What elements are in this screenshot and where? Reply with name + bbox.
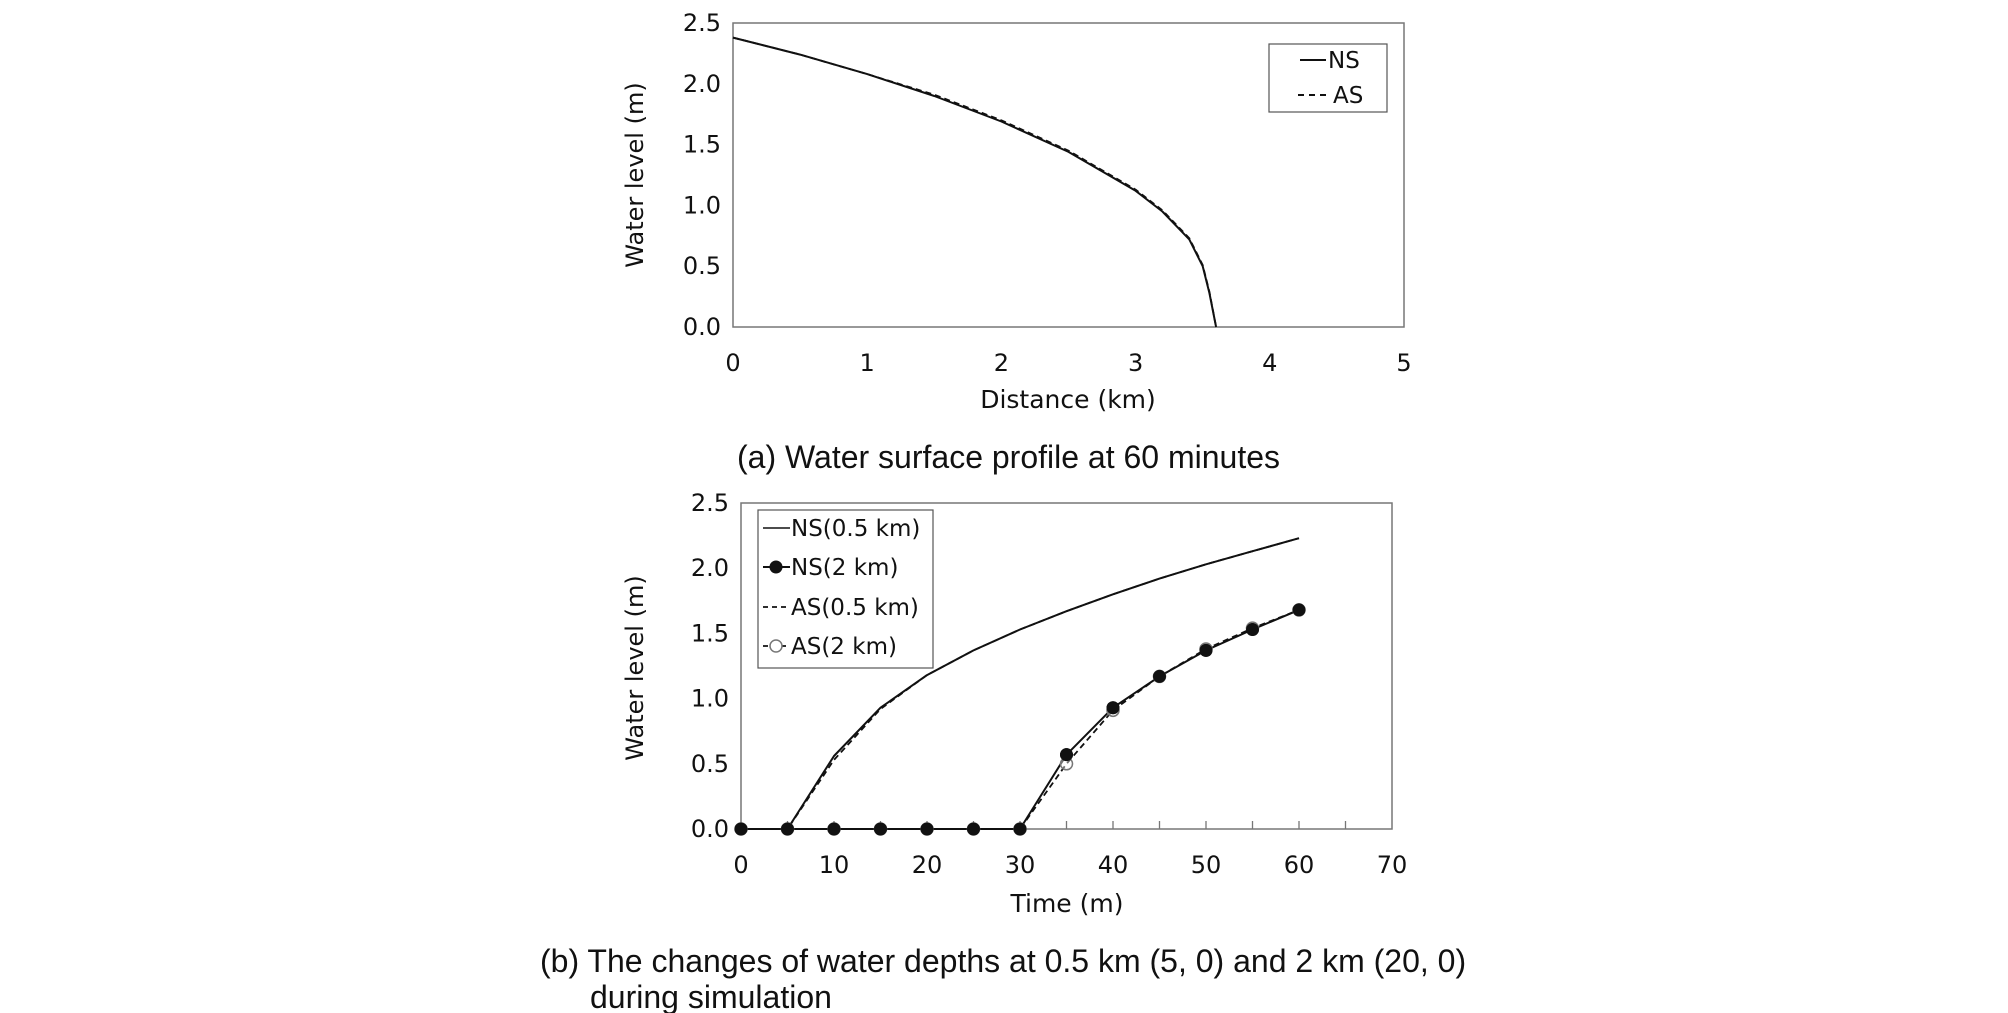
data-point [781,822,794,836]
x-axis-label-b: Time (m) [1010,889,1124,918]
y-tick-label: 0.5 [691,750,729,778]
y-tick-labels-b: 0.0 0.5 1.0 1.5 2.0 2.5 [691,489,729,843]
x-tick-label: 0 [733,851,748,879]
plot-frame-a [732,22,1405,328]
x-tick-labels-b: 0 10 20 30 40 50 60 70 [733,851,1407,879]
y-tick-label: 1.5 [691,619,729,647]
x-tick-label: 4 [1262,349,1277,377]
legend-label-as-2: AS(2 km) [791,634,897,660]
data-point [827,822,841,836]
x-tick-label: 40 [1098,851,1129,879]
y-tick-label: 1.0 [683,191,721,219]
data-point [1153,669,1166,683]
legend-box-b [757,509,934,669]
x-axis-label-a: Distance (km) [980,385,1156,414]
chart-water-surface-profile: 0.0 0.5 1.0 1.5 2.0 2.5 0 1 2 3 4 5 Water level (m… [621,9,1412,475]
legend-marker-ns-2 [769,560,783,574]
legend-label-as-05: AS(0.5 km) [791,595,919,621]
data-point [967,822,980,836]
legend-a: NS AS [1268,43,1388,113]
x-tick-label: 1 [860,349,875,377]
y-tick-label: 2.0 [683,70,721,98]
legend-marker-as-2 [769,639,783,653]
series-b [734,537,1306,836]
chart-water-depth-changes: 0.0 0.5 1.0 1.5 2.0 2.5 0 10 20 30 40 50 60 70 Water… [540,489,1466,1013]
y-tick-label: 1.0 [691,685,729,713]
y-tick-label: 2.0 [691,554,729,582]
series-line [741,537,1300,830]
caption-b-line-1: (b) The changes of water depths at 0.5 k… [540,943,1466,979]
series-line [732,36,1218,328]
y-axis-label-a: Water level (m) [621,82,649,267]
x-tick-label: 0 [725,349,740,377]
caption-a: (a) Water surface profile at 60 minutes [737,439,1280,475]
data-point [1013,822,1027,836]
series-a [732,36,1218,328]
caption-b-line-2: during simulation [590,979,832,1013]
x-tick-label: 20 [912,851,943,879]
legend-label-ns-2: NS(2 km) [791,555,898,581]
x-tick-label: 70 [1377,851,1408,879]
y-tick-label: 0.0 [691,815,729,843]
y-tick-label: 2.5 [691,489,729,517]
y-tick-labels-a: 0.0 0.5 1.0 1.5 2.0 2.5 [683,9,721,341]
y-tick-label: 0.5 [683,252,721,280]
x-tick-label: 2 [994,349,1009,377]
legend-b: NS(0.5 km) NS(2 km) AS(0.5 km) AS(2 km) [757,509,934,669]
x-tick-labels-a: 0 1 2 3 4 5 [725,349,1411,377]
legend-label-ns: NS [1328,48,1360,74]
x-tick-label: 5 [1396,349,1411,377]
data-point [874,822,887,836]
x-tick-label: 50 [1191,851,1222,879]
data-point [920,822,934,836]
x-tick-label: 3 [1128,349,1143,377]
series-line [732,36,1217,328]
legend-label-as: AS [1333,83,1363,109]
x-tick-label: 10 [819,851,850,879]
data-point [1199,643,1213,657]
y-tick-label: 2.5 [683,9,721,37]
legend-box-a [1268,43,1388,113]
x-tick-marks-b [786,821,1347,829]
data-point [1246,622,1259,636]
legend-label-ns-05: NS(0.5 km) [791,516,920,542]
x-tick-label: 60 [1284,851,1315,879]
data-point [1060,748,1073,762]
y-axis-label-b: Water level (m) [621,575,649,760]
x-tick-label: 30 [1005,851,1036,879]
data-point [1106,701,1120,715]
data-point [734,822,748,836]
y-tick-label: 1.5 [683,131,721,159]
data-point [1292,603,1306,617]
y-tick-label: 0.0 [683,313,721,341]
